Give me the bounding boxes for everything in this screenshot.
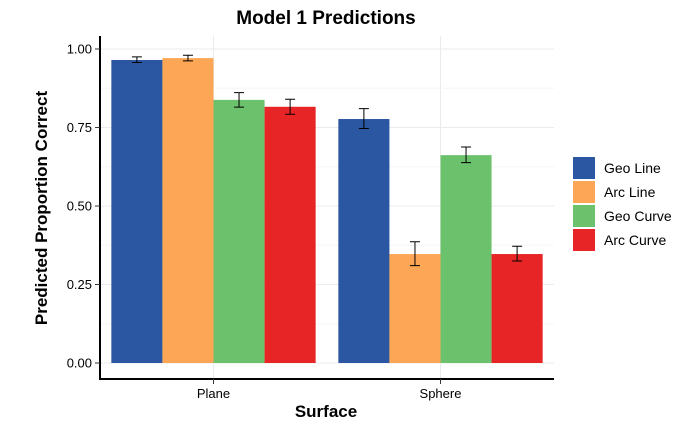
error-bar-arc-curve [512, 245, 523, 262]
legend-key-arc-line [573, 181, 595, 203]
error-bar-arc-line [409, 241, 420, 267]
x-tick-label: Sphere [420, 386, 462, 401]
error-bar-geo-line [358, 108, 369, 129]
bar-geo-line [338, 119, 390, 363]
legend-key-arc-curve [573, 229, 595, 251]
legend-label-geo-curve: Geo Curve [604, 208, 672, 224]
legend-label-geo-line: Geo Line [604, 160, 661, 176]
bar-arc-curve [491, 254, 543, 363]
y-tick-label: 0.25 [67, 277, 92, 292]
y-tick-label: 0.00 [67, 356, 92, 371]
error-bar-arc-line [182, 54, 193, 62]
bar-geo-curve [213, 99, 265, 364]
legend-key-geo-line [573, 157, 595, 179]
y-axis-title: Predicted Proportion Correct [32, 91, 51, 326]
legend: Geo Line Arc Line Geo Curve Arc Curve [573, 157, 672, 251]
bar-layer [111, 58, 543, 364]
bar-geo-curve [440, 155, 492, 363]
y-tick-label: 0.75 [67, 120, 92, 135]
bar-arc-line [389, 254, 441, 363]
x-axis-title: Surface [295, 402, 357, 421]
bar-arc-line [162, 58, 214, 364]
error-bar-arc-curve [285, 98, 296, 115]
bar-geo-line [111, 59, 163, 364]
x-tick-layer: Plane Sphere [197, 379, 462, 401]
error-bar-geo-curve [461, 146, 472, 164]
x-tick-label: Plane [197, 386, 230, 401]
y-tick-layer: 0.00 0.25 0.50 0.75 1.00 [67, 42, 100, 371]
legend-key-geo-curve [573, 205, 595, 227]
y-tick-label: 0.50 [67, 199, 92, 214]
error-bar-layer [131, 54, 523, 267]
error-bar-geo-curve [234, 92, 245, 108]
chart-title: Model 1 Predictions [236, 8, 415, 29]
error-bar-geo-line [131, 56, 142, 64]
legend-label-arc-curve: Arc Curve [604, 232, 666, 248]
y-tick-label: 1.00 [67, 42, 92, 57]
bar-arc-curve [264, 106, 316, 363]
legend-label-arc-line: Arc Line [604, 184, 656, 200]
